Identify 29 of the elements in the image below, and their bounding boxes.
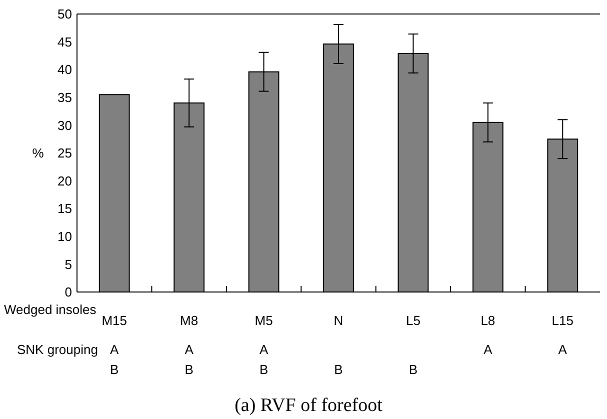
y-tick-label: 15	[58, 201, 72, 216]
x-tick-label: L5	[406, 313, 420, 328]
y-tick-label: 10	[58, 228, 72, 244]
y-tick-label: 25	[58, 146, 72, 161]
y-tick-label: 30	[58, 118, 72, 133]
text: B	[408, 362, 418, 377]
text: SNK grouping	[17, 342, 98, 357]
y-axis-title: %	[32, 146, 44, 161]
x-axis-title: Wedged insoles	[4, 302, 97, 317]
y-tick-label: 0	[64, 284, 72, 300]
y-tick-label: 40	[58, 62, 72, 78]
x-tick-label: L15	[552, 313, 574, 328]
text: A	[558, 342, 568, 357]
text: A B	[259, 342, 268, 377]
y-tick-label: 35	[58, 90, 72, 105]
y-tick-label: 45	[58, 34, 72, 50]
text: A	[484, 342, 493, 357]
y-tick-label: 50	[58, 6, 72, 22]
text: A B	[110, 342, 120, 377]
text: (a) RVF of forefoot	[234, 395, 384, 416]
x-tick-label: M8	[180, 313, 198, 328]
x-tick-label: M5	[254, 313, 273, 328]
x-tick-label: L8	[480, 313, 496, 328]
x-tick-label: M15	[102, 313, 128, 328]
y-tick-label: 5	[64, 256, 72, 272]
text: B	[334, 362, 343, 377]
y-tick-label: 20	[58, 173, 72, 188]
text: A B	[184, 342, 194, 377]
x-tick-label: N	[334, 313, 344, 328]
